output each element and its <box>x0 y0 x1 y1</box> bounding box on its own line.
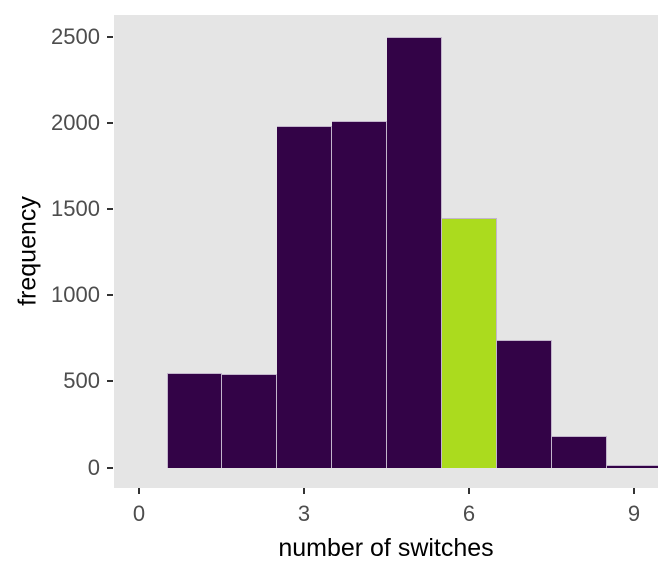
histogram-bar <box>221 374 277 468</box>
x-tick-mark <box>138 488 140 494</box>
histogram-bar <box>276 126 332 468</box>
histogram-bar <box>386 36 442 468</box>
x-tick-mark <box>303 488 305 494</box>
y-tick-mark <box>107 121 113 124</box>
y-tick-label: 2500 <box>51 23 100 49</box>
histogram-bar <box>606 464 658 468</box>
x-tick-label: 6 <box>462 501 476 526</box>
histogram-bar <box>166 372 222 468</box>
y-tick-mark <box>107 207 113 210</box>
y-tick-label: 0 <box>87 454 100 480</box>
x-axis-title: number of switches <box>278 534 494 562</box>
y-tick-label: 2000 <box>51 109 100 135</box>
x-tick-mark <box>468 488 470 494</box>
y-tick-label: 1000 <box>51 282 100 308</box>
histogram-bar <box>551 435 607 468</box>
x-tick-mark <box>633 488 635 494</box>
y-tick-mark <box>107 380 113 383</box>
y-tick-mark <box>107 294 113 297</box>
y-tick-label: 500 <box>63 368 100 394</box>
x-tick-label: 0 <box>132 501 146 526</box>
plot-panel <box>114 15 658 488</box>
histogram-bar-highlighted <box>441 217 497 468</box>
y-tick-mark <box>107 466 113 469</box>
x-tick-label: 3 <box>297 501 311 526</box>
y-tick-label: 1500 <box>51 195 100 221</box>
histogram-bar <box>496 339 552 468</box>
histogram-bar <box>331 120 387 468</box>
x-tick-label: 9 <box>627 501 641 526</box>
y-tick-mark <box>107 35 113 38</box>
